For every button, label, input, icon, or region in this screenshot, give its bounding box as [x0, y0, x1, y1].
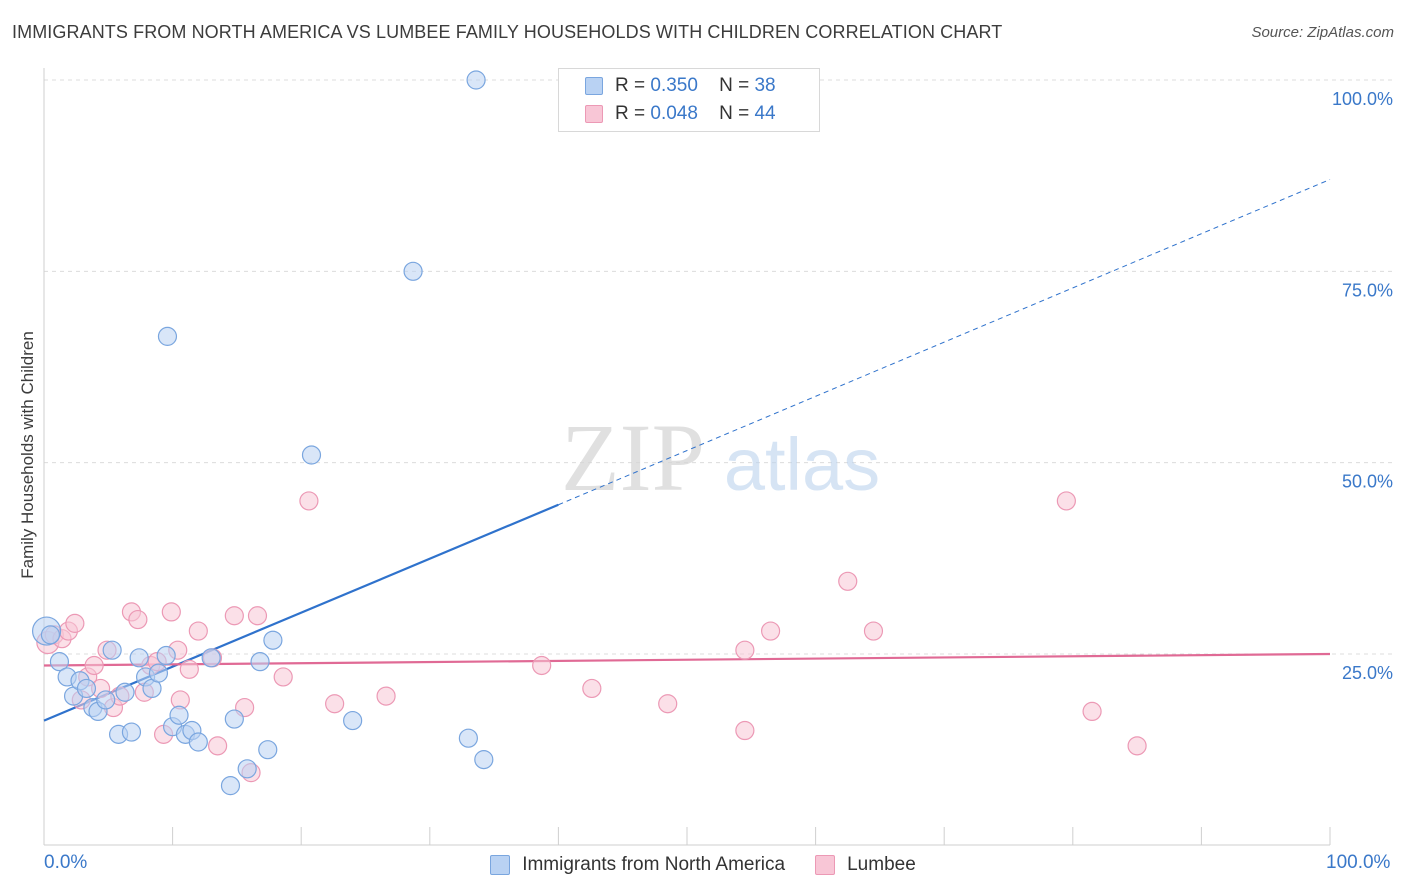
legend-r-label: R = — [615, 103, 646, 124]
point-lumbee — [208, 736, 228, 756]
point-lumbee — [532, 655, 552, 676]
point-immigrants — [129, 648, 149, 668]
series-label-immigrants: Immigrants from North America — [522, 854, 786, 875]
point-lumbee — [188, 621, 208, 641]
legend-row-lumbee: R = 0.048 N = 44 — [585, 101, 776, 127]
point-immigrants — [458, 728, 478, 748]
point-immigrants — [102, 640, 122, 660]
legend-n-label: N = — [719, 75, 750, 96]
point-lumbee — [582, 678, 602, 699]
watermark-atlas: atlas — [724, 423, 880, 506]
point-lumbee — [273, 667, 293, 687]
point-immigrants — [220, 776, 241, 796]
point-lumbee — [179, 659, 199, 679]
legend-r-value: 0.350 — [650, 75, 698, 96]
point-lumbee — [735, 640, 755, 660]
point-immigrants — [237, 759, 257, 779]
point-immigrants — [96, 690, 116, 710]
point-immigrants — [188, 732, 208, 752]
series-swatch-blue — [490, 855, 511, 875]
x-tick-label-max: 100.0% — [1326, 852, 1391, 873]
chart-title: IMMIGRANTS FROM NORTH AMERICA VS LUMBEE … — [12, 22, 1003, 42]
stats-legend: R = 0.350 N = 38 R = 0.048 N = 44 — [558, 68, 820, 132]
point-lumbee — [838, 571, 858, 591]
series-legend-lumbee: Lumbee — [815, 854, 916, 876]
point-immigrants — [224, 709, 244, 729]
point-immigrants — [115, 682, 135, 702]
point-lumbee — [1056, 491, 1076, 511]
watermark: ZIP atlas — [561, 404, 880, 511]
point-immigrants — [301, 445, 322, 465]
point-immigrants — [474, 750, 494, 770]
point-lumbee — [128, 609, 148, 630]
point-lumbee — [299, 491, 319, 511]
series-legend: Immigrants from North America Lumbee — [0, 852, 1406, 878]
grid-lines — [44, 79, 1395, 655]
point-lumbee — [65, 613, 85, 633]
y-tick-labels: 25.0% 50.0% 75.0% 100.0% — [1332, 89, 1393, 683]
point-immigrants — [156, 645, 176, 666]
point-lumbee — [325, 694, 345, 714]
axes — [43, 68, 1331, 846]
y-tick-label-50: 50.0% — [1342, 472, 1393, 492]
point-immigrants — [403, 261, 423, 281]
point-immigrants — [343, 710, 363, 731]
point-lumbee — [247, 606, 268, 626]
point-lumbee — [84, 655, 104, 676]
point-lumbee — [161, 602, 181, 622]
point-immigrants — [258, 740, 278, 760]
series-legend-immigrants: Immigrants from North America — [490, 854, 785, 876]
trend-line-lumbee — [43, 652, 1331, 667]
point-immigrants — [49, 652, 70, 672]
point-lumbee — [863, 621, 884, 641]
legend-n-value: 38 — [754, 75, 776, 96]
point-immigrants — [121, 722, 142, 742]
legend-row-immigrants: R = 0.350 N = 38 — [585, 73, 776, 99]
trend-lines — [43, 179, 1331, 722]
y-tick-label-75: 75.0% — [1342, 280, 1393, 300]
legend-swatch-blue — [585, 77, 603, 95]
x-tick-label-min: 0.0% — [44, 852, 88, 873]
point-immigrants — [263, 630, 283, 650]
watermark-zip: ZIP — [561, 404, 705, 511]
y-axis-label: Family Households with Children — [18, 331, 37, 579]
legend-n-label: N = — [719, 103, 750, 124]
point-lumbee — [1127, 736, 1147, 756]
y-tick-label-25: 25.0% — [1342, 663, 1393, 683]
point-immigrants — [157, 326, 178, 346]
point-immigrants — [76, 678, 97, 699]
point-immigrants — [250, 652, 270, 672]
point-lumbee — [735, 720, 755, 741]
legend-r-label: R = — [615, 75, 646, 96]
legend-r-value: 0.048 — [650, 103, 698, 124]
point-immigrants — [148, 663, 169, 683]
point-lumbee — [1082, 701, 1102, 722]
legend-n-value: 44 — [754, 103, 776, 124]
point-lumbee — [224, 606, 244, 626]
point-lumbee — [658, 694, 678, 714]
point-immigrants — [201, 648, 221, 668]
legend-swatch-pink — [585, 105, 603, 123]
point-immigrants — [40, 625, 61, 645]
trend-line-immigrants-extension — [558, 179, 1331, 506]
y-tick-label-100: 100.0% — [1332, 89, 1393, 109]
series-label-lumbee: Lumbee — [847, 854, 916, 875]
source-credit: Source: ZipAtlas.com — [1251, 24, 1394, 41]
point-lumbee — [376, 686, 396, 706]
point-lumbee — [760, 621, 781, 641]
point-immigrants — [169, 705, 189, 725]
data-points — [31, 70, 1147, 796]
point-immigrants — [466, 70, 486, 90]
series-swatch-pink — [815, 855, 836, 875]
